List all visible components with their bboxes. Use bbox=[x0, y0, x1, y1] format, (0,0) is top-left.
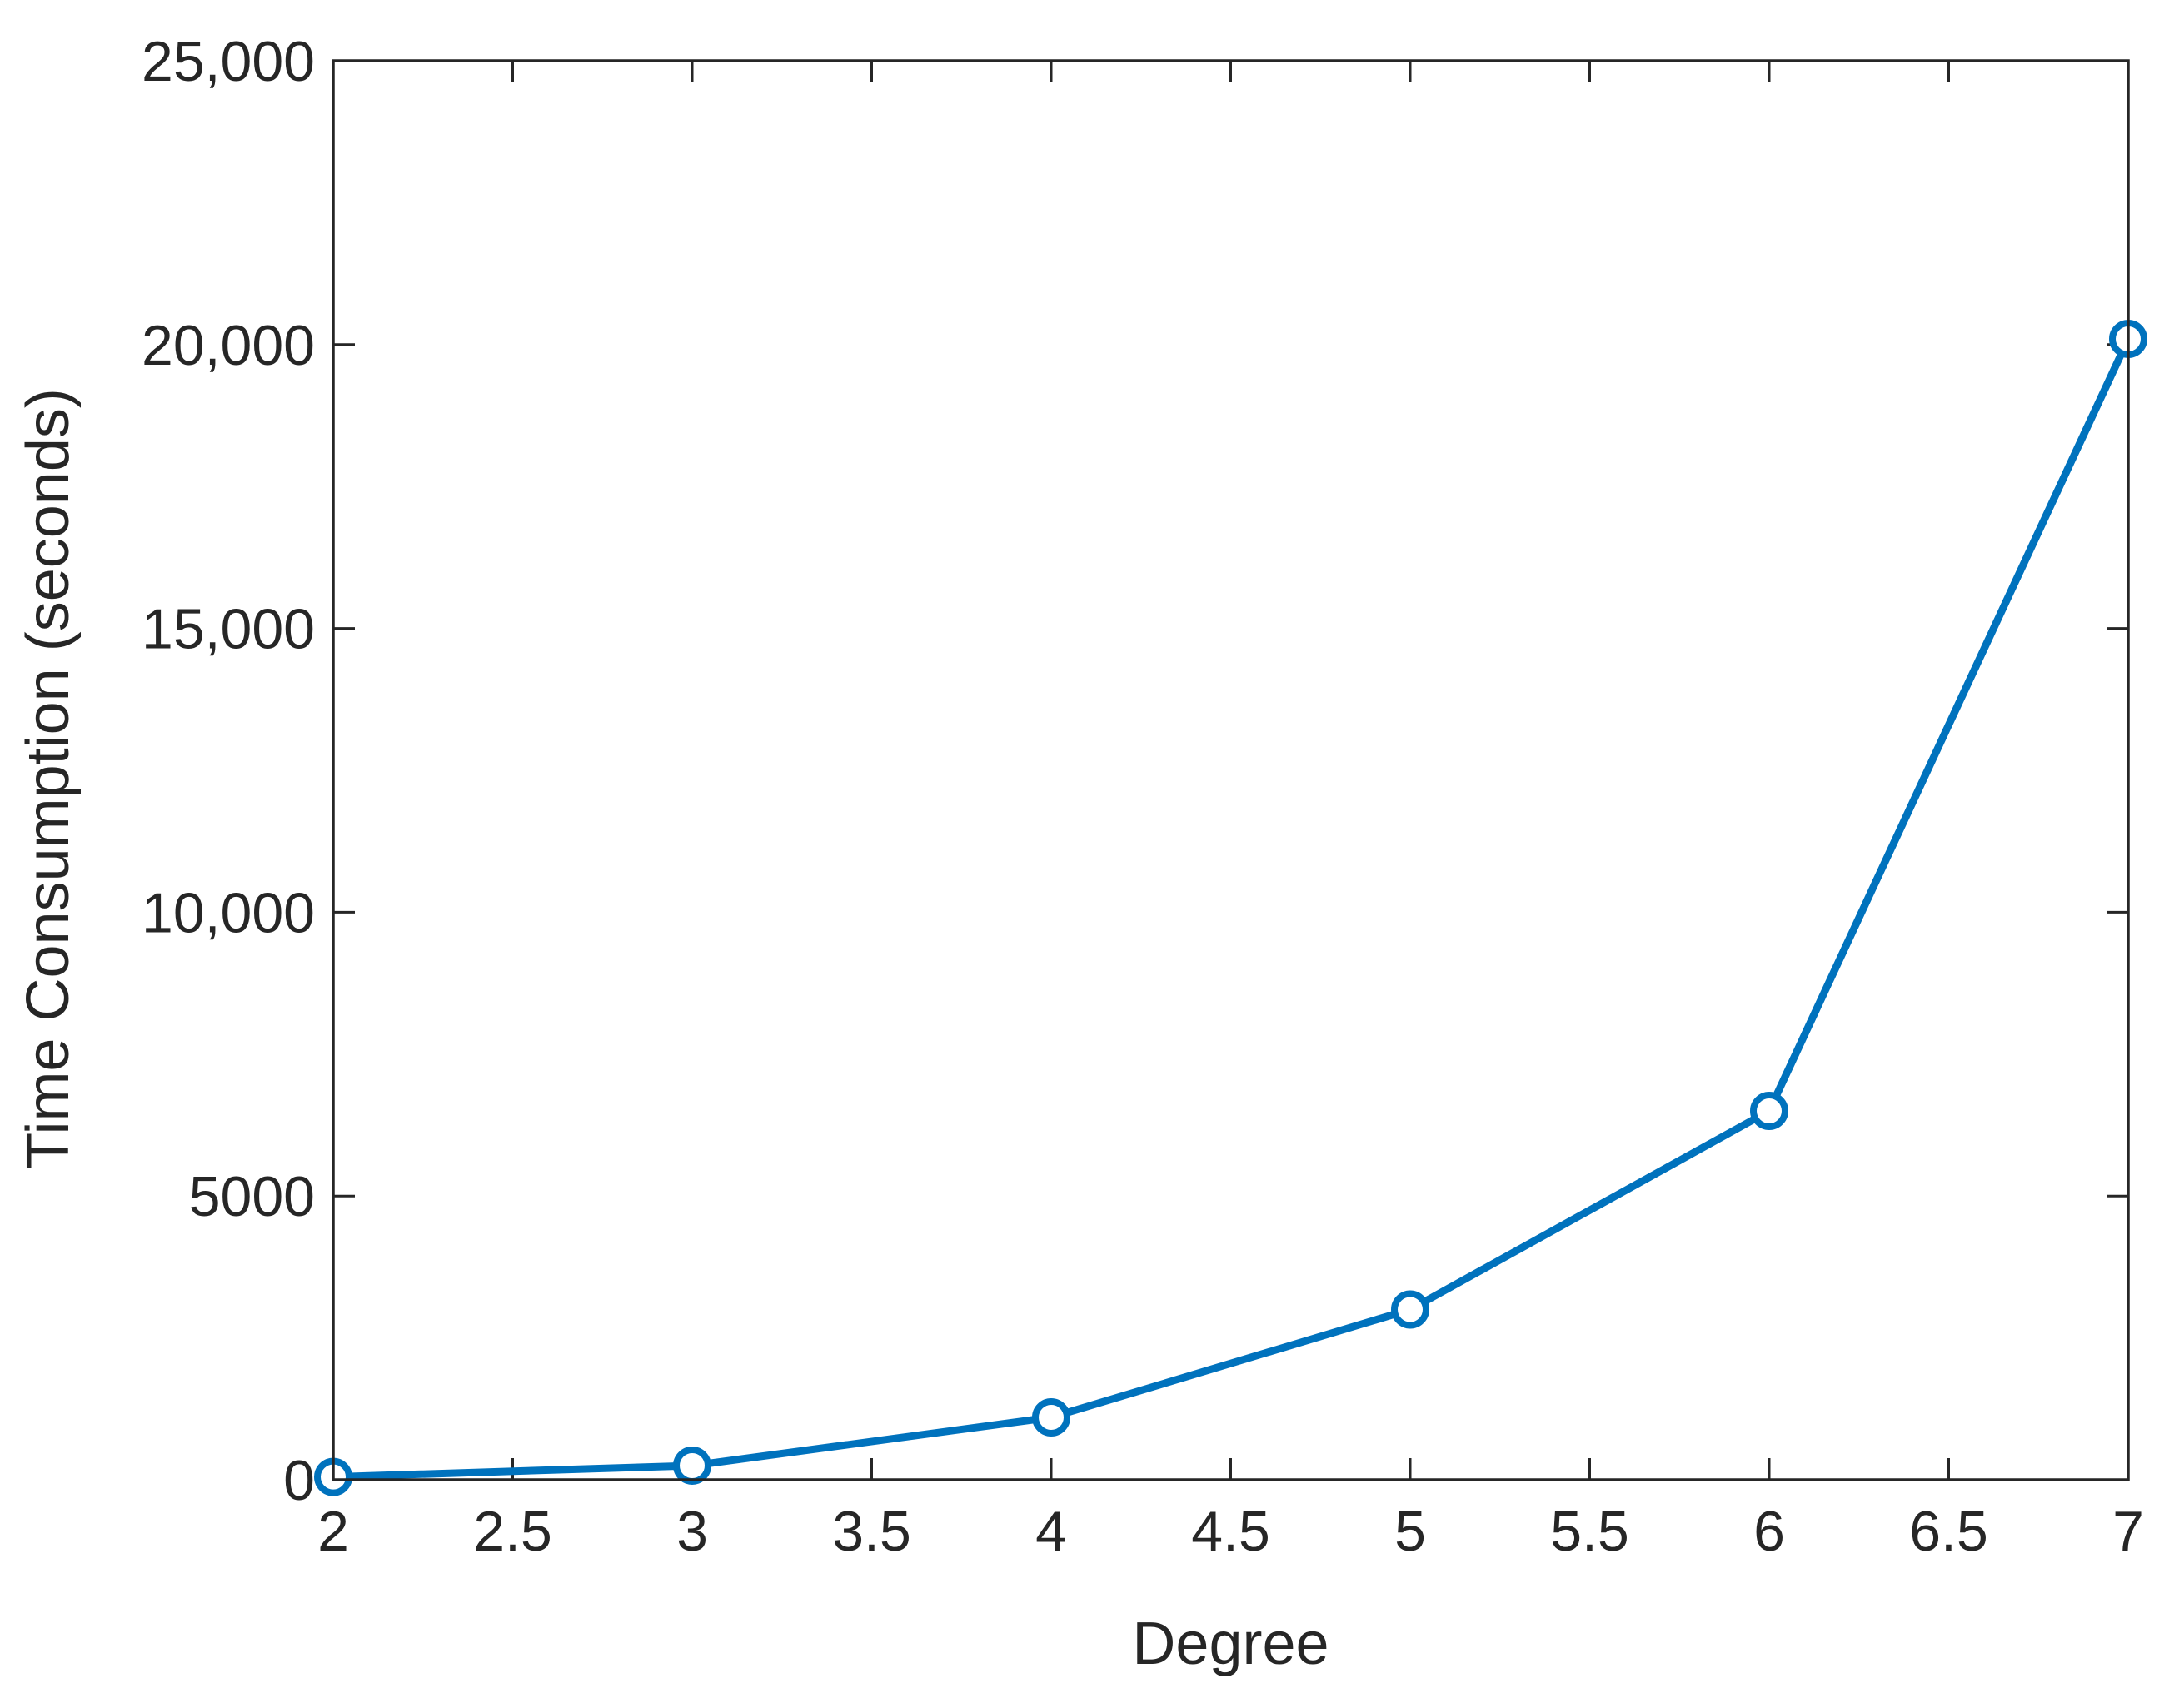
x-axis-title: Degree bbox=[1132, 1611, 1329, 1677]
x-tick-label: 3 bbox=[676, 1500, 708, 1563]
y-tick-label: 25,000 bbox=[142, 30, 315, 93]
x-tick-label: 6 bbox=[1753, 1500, 1785, 1563]
y-tick-label: 10,000 bbox=[142, 881, 315, 944]
x-axis: 2 2.5 3 3.5 4 4.5 5 5.5 6 6.5 7 bbox=[317, 61, 2144, 1563]
y-axis: 0 5000 10,000 15,000 20,000 25,000 bbox=[142, 30, 2128, 1512]
y-tick-label: 0 bbox=[283, 1449, 315, 1512]
data-point bbox=[673, 1446, 711, 1485]
plot-area bbox=[333, 61, 2128, 1480]
y-tick-label: 5000 bbox=[189, 1165, 315, 1228]
x-tick-label: 4.5 bbox=[1191, 1500, 1270, 1563]
y-tick-label: 20,000 bbox=[142, 314, 315, 377]
series-line bbox=[329, 335, 2132, 1481]
x-tick-label: 6.5 bbox=[1909, 1500, 1988, 1563]
x-tick-label: 5 bbox=[1394, 1500, 1426, 1563]
x-tick-label: 7 bbox=[2112, 1500, 2144, 1563]
x-tick-label: 2.5 bbox=[473, 1500, 552, 1563]
data-series bbox=[314, 319, 2147, 1496]
data-point bbox=[1750, 1091, 1788, 1130]
x-tick-label: 4 bbox=[1035, 1500, 1067, 1563]
plot-background bbox=[333, 61, 2128, 1480]
x-tick-label: 3.5 bbox=[832, 1500, 911, 1563]
data-point bbox=[1032, 1398, 1070, 1437]
y-axis-title: Time Consumption (seconds) bbox=[15, 388, 82, 1169]
y-tick-label: 15,000 bbox=[142, 598, 315, 661]
axes-frame bbox=[332, 59, 2130, 1481]
plot-frame bbox=[332, 59, 2130, 1481]
x-tick-label: 5.5 bbox=[1550, 1500, 1629, 1563]
data-point bbox=[1391, 1290, 1429, 1329]
x-tick-label: 2 bbox=[317, 1500, 349, 1563]
